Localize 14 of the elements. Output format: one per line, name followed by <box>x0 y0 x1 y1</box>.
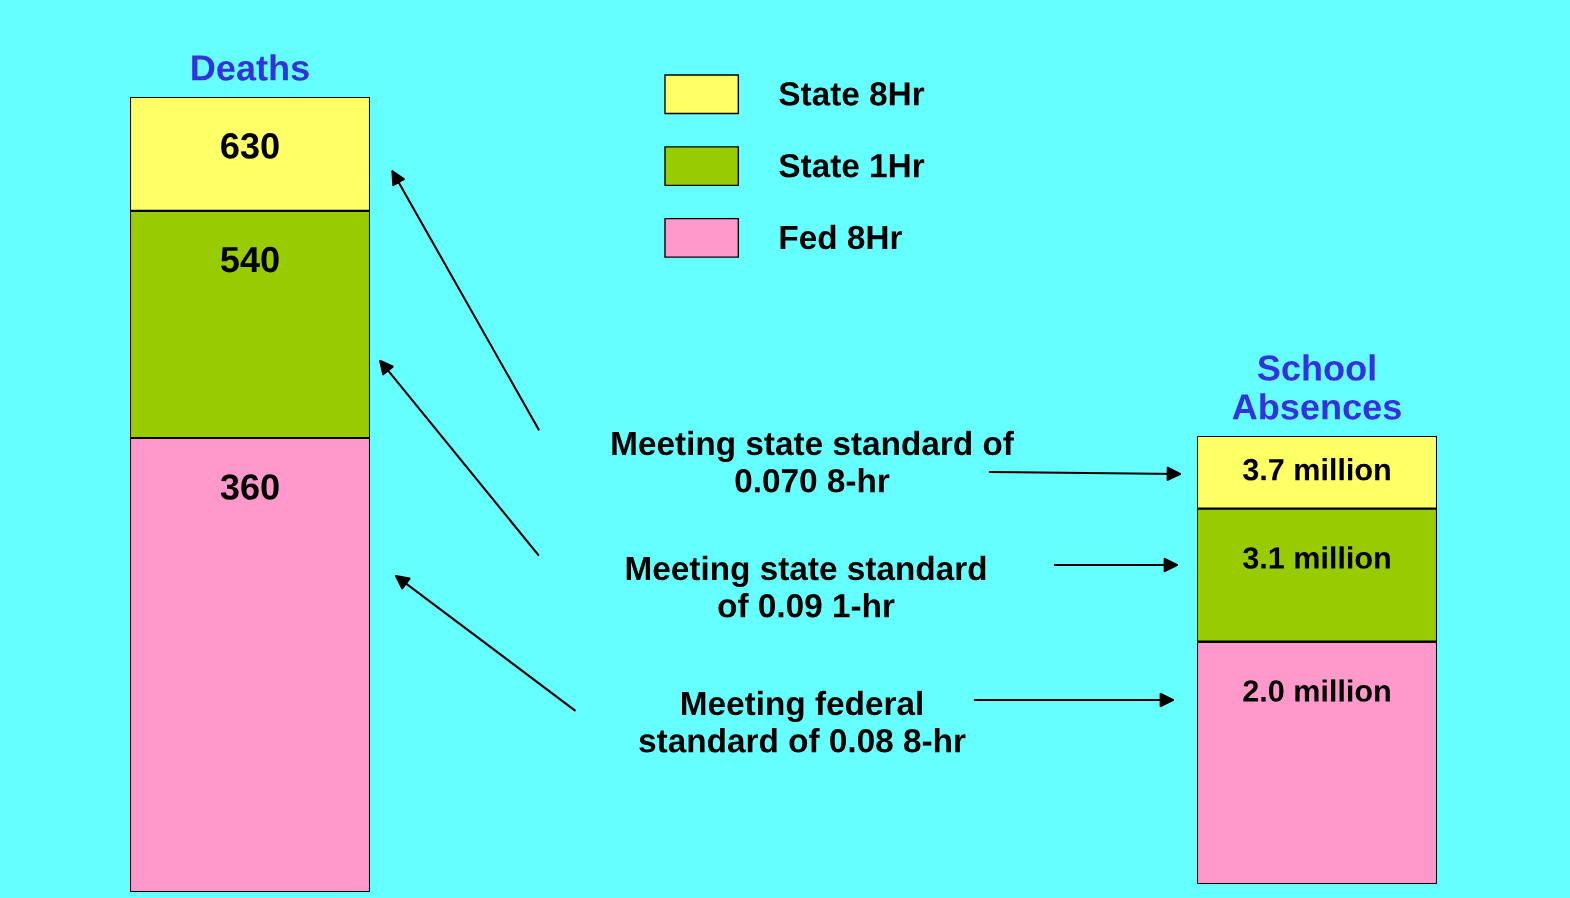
legend-label: State 8Hr <box>779 82 925 106</box>
text: Meeting state standard of 0.09 1-hr <box>626 555 986 618</box>
annotation: 2.0 million <box>1243 679 1390 702</box>
chart-title: Deaths <box>192 54 309 81</box>
text: Meeting federal standard of 0.08 8-hr <box>639 690 966 753</box>
annotation: 540 <box>220 246 279 273</box>
legend-label: State 1Hr <box>779 153 925 178</box>
annotation: 3.7 million <box>1243 458 1390 481</box>
legend-label: Fed 8Hr <box>780 224 902 250</box>
annotation: 630 <box>221 133 279 159</box>
annotation: 360 <box>220 474 279 500</box>
annotation: 3.1 million <box>1243 546 1390 569</box>
chart-title: School Absences <box>1232 354 1401 420</box>
text: Meeting state standard of 0.070 8-hr <box>612 430 1014 493</box>
